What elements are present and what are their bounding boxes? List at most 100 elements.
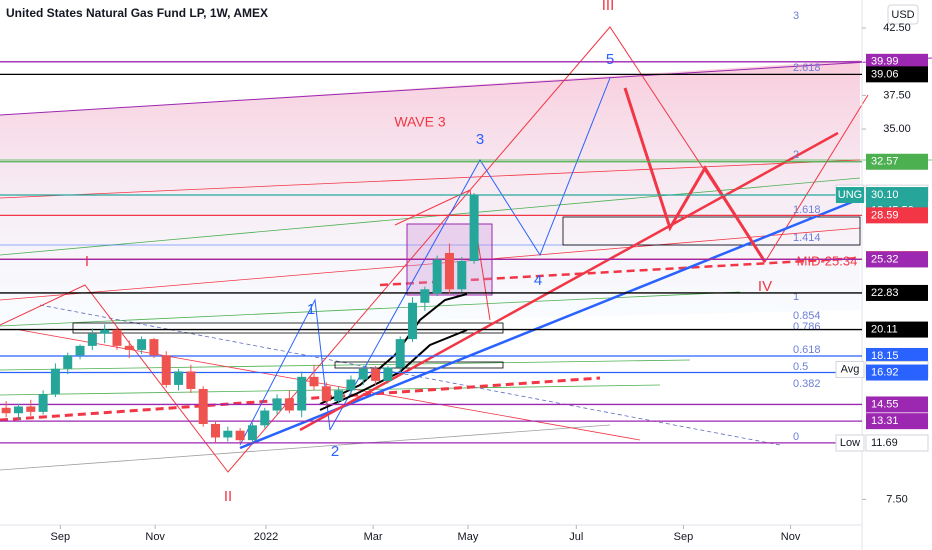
y-tick-label: 42.50 bbox=[883, 22, 911, 34]
wave-label: 5 bbox=[606, 51, 614, 68]
candle-body bbox=[38, 394, 48, 412]
price-tag-label: 20.11 bbox=[871, 323, 898, 335]
price-tag-label: 32.57 bbox=[871, 156, 899, 168]
price-tag-name-box bbox=[836, 187, 864, 204]
candle-body bbox=[321, 386, 331, 402]
candle-body bbox=[174, 371, 184, 385]
mid-label: MID-25.34 bbox=[797, 253, 858, 268]
trend-line bbox=[0, 359, 691, 371]
price-tag-label: 28.59 bbox=[871, 209, 899, 221]
x-tick-label: 2022 bbox=[254, 531, 278, 543]
x-tick-label: Jul bbox=[569, 531, 583, 543]
x-tick-label: Sep bbox=[674, 531, 694, 543]
price-tag bbox=[866, 66, 928, 83]
price-tag-label: 16.92 bbox=[871, 366, 899, 378]
price-tag-label: 22.83 bbox=[871, 287, 899, 299]
wave-outline bbox=[0, 26, 869, 473]
candle-body bbox=[358, 368, 368, 380]
wave-label: 2 bbox=[331, 443, 339, 460]
price-tag-name: UNG bbox=[838, 189, 862, 201]
price-tag-label: 18.15 bbox=[871, 350, 899, 362]
candle-body bbox=[235, 430, 245, 441]
wave-label: 4 bbox=[534, 272, 542, 289]
price-tag bbox=[866, 187, 928, 204]
price-tag bbox=[866, 284, 928, 301]
candle-body bbox=[223, 430, 233, 438]
wave-label: III bbox=[602, 0, 615, 14]
trend-line bbox=[0, 227, 861, 301]
price-tag bbox=[866, 321, 928, 338]
wave-label: II bbox=[224, 488, 232, 505]
price-tag-name-box bbox=[835, 360, 865, 378]
candle-body bbox=[100, 329, 110, 334]
candle-body bbox=[198, 388, 208, 424]
fib-label: 0.854 bbox=[793, 310, 821, 322]
currency-box bbox=[887, 4, 919, 25]
price-tag bbox=[866, 413, 928, 430]
candle-body bbox=[432, 259, 442, 294]
fib-label: 0.786 bbox=[793, 321, 821, 333]
candle-body bbox=[247, 425, 257, 441]
candle-body bbox=[272, 398, 282, 411]
box bbox=[562, 216, 861, 246]
candle-body bbox=[420, 289, 430, 303]
price-tag-name: Avg bbox=[841, 363, 860, 375]
trend-line bbox=[0, 177, 861, 256]
fib-labels: 3 2.618 2 1.618 1.414 1 0.854 0.786 0.61… bbox=[793, 10, 821, 443]
x-tick-label: Nov bbox=[145, 531, 165, 543]
channel-line bbox=[0, 57, 932, 116]
x-tick-label: Mar bbox=[364, 531, 383, 543]
candle-body bbox=[260, 410, 270, 426]
candle-body bbox=[211, 423, 220, 438]
price-tag-name: Low bbox=[840, 437, 860, 449]
box bbox=[334, 361, 504, 369]
y-tick-label: 37.50 bbox=[883, 89, 911, 101]
price-tag bbox=[866, 53, 928, 70]
candle-body bbox=[186, 371, 196, 389]
box bbox=[72, 322, 504, 334]
candle-body bbox=[309, 376, 319, 387]
candle-body bbox=[149, 339, 159, 356]
candle-body bbox=[1, 407, 11, 414]
price-tag bbox=[865, 434, 929, 452]
wave-labels: III 5 WAVE 3 3 I 1 4 IV II 2 MID-25.34 bbox=[85, 0, 857, 505]
candle-body bbox=[297, 376, 307, 411]
fib-label: 0 bbox=[793, 431, 799, 443]
fib-label: 1.414 bbox=[793, 232, 821, 244]
price-tag bbox=[866, 207, 928, 224]
wave-label: WAVE 3 bbox=[394, 114, 446, 130]
candle-body bbox=[63, 355, 73, 369]
x-tick-label: May bbox=[458, 531, 479, 543]
candle-body bbox=[75, 345, 85, 356]
candle-body bbox=[50, 368, 60, 395]
fib-label: 1 bbox=[793, 291, 799, 303]
wave-label: I bbox=[85, 253, 89, 270]
candle-body bbox=[26, 406, 36, 412]
price-tag-label: 30.10 bbox=[871, 189, 899, 201]
y-tick-label: 35.00 bbox=[883, 123, 911, 135]
fib-label: 2 bbox=[793, 149, 799, 161]
candle-body bbox=[408, 302, 418, 340]
x-tick-label: Sep bbox=[51, 531, 71, 543]
candle-body bbox=[346, 379, 356, 391]
trend-line bbox=[19, 329, 641, 441]
chart-title: United States Natural Gas Fund LP, 1W, A… bbox=[6, 6, 268, 20]
price-tag-name-box bbox=[835, 434, 865, 452]
candle-body bbox=[383, 367, 393, 381]
candle-body bbox=[395, 339, 405, 368]
price-tag-label: 14.55 bbox=[871, 398, 899, 410]
candle-body bbox=[469, 195, 479, 262]
price-tag bbox=[866, 251, 928, 268]
fib-label: 1.618 bbox=[793, 204, 821, 216]
price-tag-label: 39.06 bbox=[871, 68, 899, 80]
y-tick-label: 7.50 bbox=[886, 493, 907, 505]
candle-body bbox=[87, 333, 97, 346]
candle-body bbox=[137, 339, 147, 350]
fib-label: 3 bbox=[793, 10, 799, 22]
price-tag bbox=[866, 347, 928, 364]
candle-body bbox=[371, 368, 381, 381]
price-tag-label: 11.69 bbox=[871, 437, 898, 449]
candle-body bbox=[334, 390, 344, 402]
fib-label: 0.5 bbox=[793, 361, 808, 373]
